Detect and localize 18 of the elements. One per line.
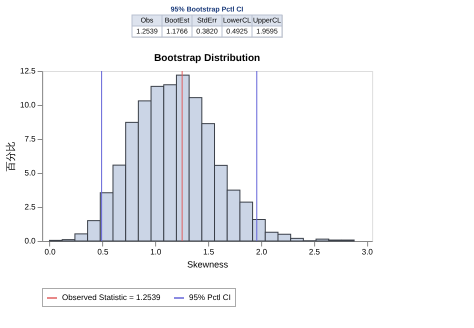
x-tick-label: 1.0 <box>150 248 162 256</box>
y-tick-label: 12.5 <box>20 66 36 76</box>
y-tick-label: 2.5 <box>24 202 36 212</box>
y-tick-label: 10.0 <box>20 100 36 110</box>
x-tick-label: 2.5 <box>308 248 321 256</box>
y-tick-label: 5.0 <box>24 168 36 178</box>
y-axis-title: 百分比 <box>5 142 18 172</box>
y-tick-label: 7.5 <box>24 134 36 144</box>
legend-label: 95% Pctl CI <box>189 293 231 302</box>
x-tick-label: 0.5 <box>97 248 110 256</box>
x-tick-label: 3.0 <box>362 248 374 256</box>
x-tick-label: 2.0 <box>256 248 268 256</box>
y-tick-label: 0.0 <box>24 236 36 246</box>
legend-label: Observed Statistic = 1.2539 <box>62 293 162 302</box>
x-axis-title: Skewness <box>187 260 229 270</box>
chart-title: Bootstrap Distribution <box>154 53 260 64</box>
x-tick-label: 0.0 <box>44 248 56 256</box>
x-tick-label: 1.5 <box>203 248 215 256</box>
